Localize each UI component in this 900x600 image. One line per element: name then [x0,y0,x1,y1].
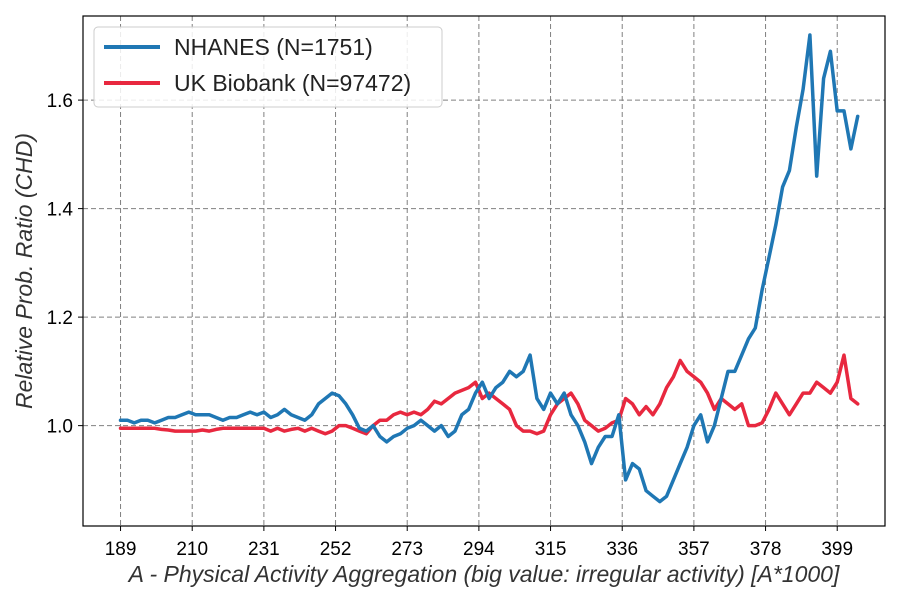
x-tick-label: 273 [391,539,423,560]
tick-layer: 189 210 231 252 273 294 315 336 357 378 399 1.0 1.2 1… [47,91,853,560]
x-tick-label: 294 [463,539,495,560]
y-axis-label: Relative Prob. Ratio (CHD) [11,133,37,409]
x-tick-label: 231 [248,539,280,560]
y-tick-label: 1.0 [47,417,73,438]
x-tick-label: 210 [176,539,208,560]
series-line-nhanes [118,33,860,504]
x-tick-label: 189 [105,539,137,560]
x-axis-label: A - Physical Activity Aggregation (big v… [127,561,840,587]
series-line-uk-biobank [118,353,860,436]
legend: NHANES (N=1751) UK Biobank (N=97472) [93,26,443,108]
y-tick-label: 1.6 [47,91,73,112]
y-tick-label: 1.4 [47,200,74,221]
legend-label-nhanes: NHANES (N=1751) [174,34,373,60]
y-tick-label: 1.2 [47,308,73,329]
legend-label-uk-biobank: UK Biobank (N=97472) [174,70,411,96]
series-layer [118,33,860,504]
x-tick-label: 315 [535,539,567,560]
x-tick-label: 399 [821,539,853,560]
x-tick-label: 378 [750,539,782,560]
x-tick-label: 357 [678,539,710,560]
x-tick-label: 336 [606,539,638,560]
plot-frame [82,15,886,527]
x-tick-label: 252 [320,539,352,560]
legend-box [93,26,443,108]
